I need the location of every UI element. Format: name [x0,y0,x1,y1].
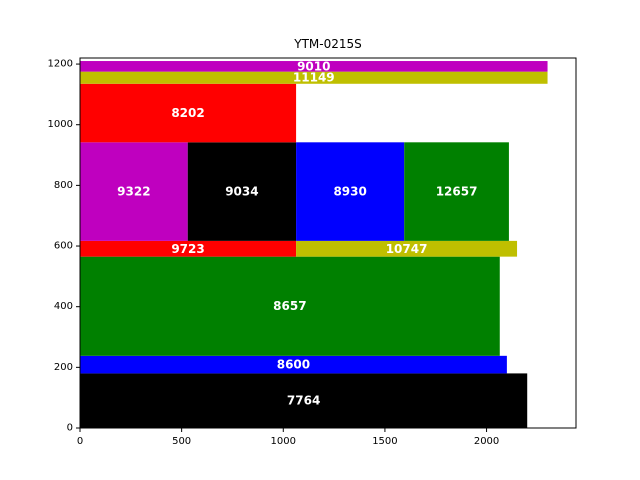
bar-label-9034: 9034 [225,185,258,199]
bar-label-9322: 9322 [117,185,150,199]
x-tick-label: 0 [77,436,83,447]
y-tick-label: 800 [54,180,73,191]
y-axis: 0 200 400 600 800 1000 1200 [48,59,80,434]
y-tick-label: 1000 [48,119,73,130]
bar-label-12657: 12657 [436,185,478,199]
bars-group [80,61,548,428]
bar-label-10747: 10747 [386,242,428,256]
y-tick-label: 0 [67,423,73,434]
bar-9723 [80,240,297,257]
bar-8202 [80,83,297,143]
x-tick-label: 1000 [271,436,296,447]
bar-9322 [80,142,188,241]
bar-7764 [80,373,528,428]
bar-9010 [80,61,548,72]
bar-label-8600: 8600 [277,358,310,372]
bar-label-11149: 11149 [293,71,335,85]
bar-8657 [80,256,500,356]
bar-label-8930: 8930 [333,185,366,199]
bar-8930 [296,142,405,241]
bar-11149 [80,71,548,84]
bar-12657 [404,142,509,241]
x-tick-label: 2000 [474,436,499,447]
x-tick-label: 500 [172,436,191,447]
bar-8600 [80,355,507,374]
plot-frame [79,57,577,429]
bar-9034 [187,142,297,241]
y-tick-label: 200 [54,362,73,373]
bar-label-7764: 7764 [287,394,320,408]
y-tick-label: 400 [54,301,73,312]
bar-label-8657: 8657 [273,299,306,313]
bar-label-9723: 9723 [171,242,204,256]
chart-title: YTM-0215S [293,37,362,51]
y-tick-label: 600 [54,241,73,252]
x-axis: 0 500 1000 1500 2000 [77,428,499,447]
bar-labels-group: 7764 8600 8657 9723 10747 9322 9034 8930 12657 82… [117,59,477,407]
bar-label-9010: 9010 [297,59,330,73]
bar-10747 [296,240,518,257]
x-tick-label: 1500 [372,436,397,447]
y-tick-label: 1200 [48,59,73,70]
bar-label-8202: 8202 [171,106,204,120]
